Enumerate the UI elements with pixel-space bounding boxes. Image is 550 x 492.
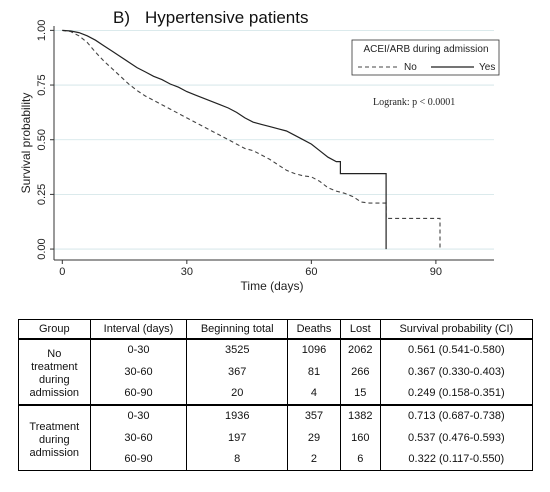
cell-beginning-total: 197 [186,423,289,453]
cell-deaths: 357 [287,404,341,423]
header-deaths: Deaths [287,319,341,340]
x-axis-title: Time (days) [241,279,304,293]
cell-beginning-total: 3525 [186,338,289,357]
cell-deaths: 1096 [287,338,341,357]
cell-beginning-total: 20 [186,387,289,406]
cell-deaths: 81 [287,357,341,387]
legend-box [351,39,500,76]
table-row: 60-90 20 4 15 0.249 (0.158-0.351) [19,387,534,406]
y-tick-label: 0.75 [36,74,48,95]
cell-lost: 6 [339,453,381,471]
logrank-annotation: Logrank: p < 0.0001 [373,97,455,108]
life-table: Group Interval (days) Beginning total De… [18,319,534,471]
group-cell-no-treatment: No treatment during admission [18,338,91,406]
y-axis-title: Survival probability [19,93,33,194]
group-line: No [47,348,62,360]
cell-lost: 15 [339,387,381,406]
y-tick-label: 0.50 [36,129,48,150]
cell-interval: 60-90 [89,453,188,471]
table-header-row: Group Interval (days) Beginning total De… [18,319,534,340]
header-survival-probability: Survival probability (CI) [379,319,534,340]
legend-title: ACEI/ARB during admission [363,44,488,55]
group-line: during [39,374,70,386]
header-lost: Lost [339,319,381,340]
cell-deaths: 29 [287,423,341,453]
cell-lost: 266 [339,357,381,387]
x-tick-label: 0 [59,266,65,278]
cell-survival: 0.249 (0.158-0.351) [379,387,534,406]
cell-survival: 0.561 (0.541-0.580) [379,338,534,357]
table-row: 30-60 367 81 266 0.367 (0.330-0.403) [19,357,534,387]
cell-survival: 0.322 (0.117-0.550) [379,453,534,471]
y-tick-label: 1.00 [36,20,48,41]
header-beginning-total: Beginning total [186,319,289,340]
legend: ACEI/ARB during admission No Yes [351,39,500,76]
x-tick-label: 90 [430,266,442,278]
group-cell-treatment: Treatment during admission [18,404,91,471]
cell-interval: 30-60 [89,357,188,387]
x-tick-label: 30 [181,266,193,278]
chart-title: Hypertensive patients [145,8,308,27]
cell-survival: 0.713 (0.687-0.738) [379,404,534,423]
table-row: Treatment during admission 0-30 1936 357… [18,404,534,471]
series-group [62,29,441,250]
header-group: Group [18,319,91,340]
y-tick-label: 0.00 [36,238,48,259]
cell-interval: 60-90 [89,387,188,406]
header-interval: Interval (days) [89,319,188,340]
cell-interval: 30-60 [89,423,188,453]
cell-interval: 0-30 [89,338,188,357]
cell-beginning-total: 8 [186,453,289,471]
legend-label-no: No [404,62,417,73]
series-line-no [62,29,441,250]
grid-lines [54,29,494,250]
cell-beginning-total: 367 [186,357,289,387]
group-line: treatment [31,361,78,373]
panel-label: B) [113,8,130,27]
series-line-yes [62,29,387,250]
legend-label-yes: Yes [479,62,495,73]
group-line: Treatment [29,420,80,433]
km-chart: 0.00 0.25 0.50 0.75 1.00 0 30 60 90 B) Hypertens… [19,8,500,293]
x-tick-label: 60 [305,266,317,278]
group-line: admission [29,387,80,399]
cell-beginning-total: 1936 [186,404,289,423]
cell-deaths: 4 [287,387,341,406]
cell-survival: 0.367 (0.330-0.403) [379,357,534,387]
cell-deaths: 2 [287,453,341,471]
group-line: admission [29,446,80,459]
cell-lost: 1382 [339,404,381,423]
axes: 0.00 0.25 0.50 0.75 1.00 0 30 60 90 [36,20,494,278]
table-row: 60-90 8 2 6 0.322 (0.117-0.550) [19,453,534,471]
cell-lost: 160 [339,423,381,453]
table-row: No treatment during admission 0-30 3525 … [18,338,534,406]
cell-survival: 0.537 (0.476-0.593) [379,423,534,453]
table-row: 30-60 197 29 160 0.537 (0.476-0.593) [19,423,534,453]
cell-lost: 2062 [339,338,381,357]
group-line: during [39,433,70,446]
cell-interval: 0-30 [89,404,188,423]
y-tick-label: 0.25 [36,184,48,205]
